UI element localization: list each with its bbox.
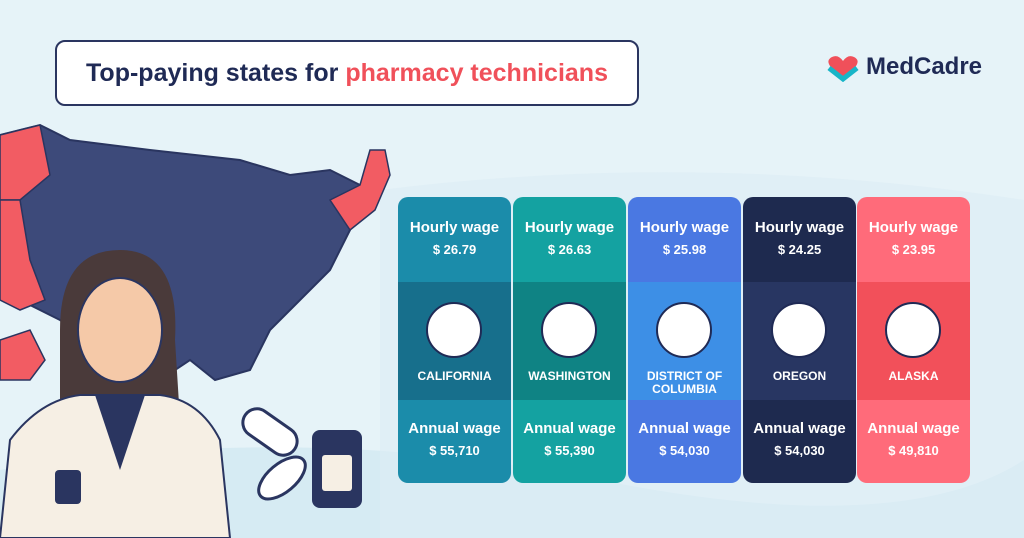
hourly-label: Hourly wage [754,219,845,236]
wage-card: Hourly wage $ 25.98 DISTRICT OF COLUMBIA An… [628,197,741,483]
hourly-wage: $ 26.79 [432,242,477,257]
hourly-label: Hourly wage [868,219,959,236]
brand-name: MedCadre [866,53,983,80]
hourly-wage: $ 24.25 [777,242,822,257]
state-name: WASHINGTON [528,369,611,383]
annual-wage: $ 55,710 [429,443,480,458]
hourly-wage: $ 26.63 [547,242,592,257]
wage-card: Hourly wage $ 24.25 OREGON Annual wage $ 54,… [743,197,856,483]
annual-wage: $ 54,030 [659,443,710,458]
hourly-wage: $ 23.95 [891,242,936,257]
state-section: WASHINGTON [513,282,626,400]
annual-label: Annual wage [408,420,501,437]
hourly-wage: $ 25.98 [662,242,707,257]
hourly-section: Hourly wage $ 24.25 [743,197,856,282]
state-icon [885,302,941,358]
annual-section: Annual wage $ 54,030 [628,400,741,483]
title-text: Top-paying states for [86,58,339,87]
wage-card: Hourly wage $ 26.79 CALIFORNIA Annual wage $… [398,197,511,483]
annual-wage: $ 49,810 [888,443,939,458]
annual-wage: $ 54,030 [774,443,825,458]
hourly-section: Hourly wage $ 23.95 [857,197,970,282]
state-icon [656,302,712,358]
state-section: ALASKA [857,282,970,400]
state-name: DISTRICT OF COLUMBIA [646,369,723,396]
annual-section: Annual wage $ 54,030 [743,400,856,483]
annual-section: Annual wage $ 49,810 [857,400,970,483]
annual-label: Annual wage [867,420,960,437]
hourly-label: Hourly wage [524,219,615,236]
annual-label: Annual wage [753,420,846,437]
annual-section: Annual wage $ 55,710 [398,400,511,483]
hourly-section: Hourly wage $ 25.98 [628,197,741,282]
state-section: CALIFORNIA [398,282,511,400]
state-name: ALASKA [888,369,939,383]
wage-card: Hourly wage $ 23.95 ALASKA Annual wage $ 49,… [857,197,970,483]
hourly-section: Hourly wage $ 26.63 [513,197,626,282]
state-name: OREGON [772,369,827,383]
brand: MedCadre [826,52,982,82]
hourly-label: Hourly wage [409,219,500,236]
state-icon [541,302,597,358]
state-name: CALIFORNIA [417,369,492,383]
hourly-label: Hourly wage [639,219,730,236]
state-icon [771,302,827,358]
state-section: DISTRICT OF COLUMBIA [628,282,741,400]
annual-section: Annual wage $ 55,390 [513,400,626,483]
state-section: OREGON [743,282,856,400]
state-icon [426,302,482,358]
annual-wage: $ 55,390 [544,443,595,458]
wage-card: Hourly wage $ 26.63 WASHINGTON Annual wage $… [513,197,626,483]
title: Top-paying states for pharmacy technician… [55,40,639,106]
hourly-section: Hourly wage $ 26.79 [398,197,511,282]
annual-label: Annual wage [638,420,731,437]
title-highlight: pharmacy technicians [345,58,608,87]
annual-label: Annual wage [523,420,616,437]
brand-logo [827,56,859,82]
